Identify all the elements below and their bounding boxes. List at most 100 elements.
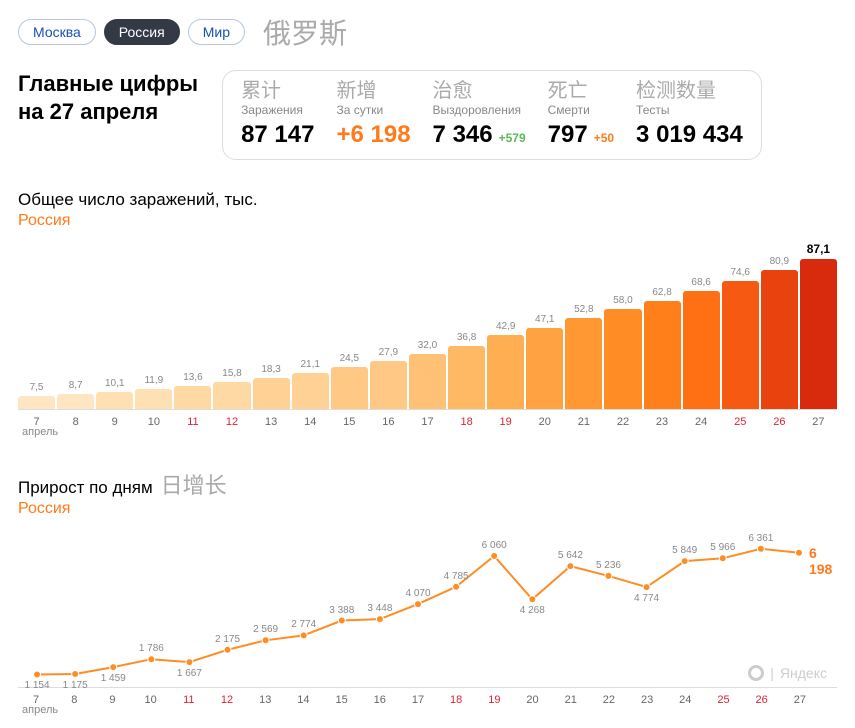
- line-point: [376, 616, 383, 623]
- bar-col: 58,0: [604, 240, 641, 409]
- x-tick: 27: [782, 694, 818, 706]
- x-tick: 24: [667, 694, 703, 706]
- bar-value-label: 32,0: [418, 340, 437, 351]
- bar-col: 10,1: [96, 240, 133, 409]
- line-point: [72, 670, 79, 677]
- line-point: [491, 553, 498, 560]
- headline: Главные цифры на 27 апреля: [18, 70, 198, 125]
- bar: [96, 392, 133, 409]
- x-tick: 12: [209, 694, 245, 706]
- bar: [370, 361, 407, 409]
- line-point-label: 5 849: [672, 545, 697, 556]
- bar-value-label: 58,0: [613, 295, 632, 306]
- line-chart-cjk: 日增长: [161, 468, 227, 500]
- x-tick: 24: [683, 416, 720, 428]
- stat-daily-label: За сутки: [336, 103, 410, 117]
- bar-col: 47,1: [526, 240, 563, 409]
- stat-tests-label: Тесты: [636, 103, 743, 117]
- bar-col: 52,8: [565, 240, 602, 409]
- bar-value-label: 47,1: [535, 314, 554, 325]
- line-point-label: 4 785: [444, 571, 469, 582]
- x-tick: 13: [247, 694, 283, 706]
- stat-deaths-value: 797: [548, 121, 588, 149]
- stat-deaths-delta: +50: [594, 131, 614, 145]
- stat-tests-cjk: 检测数量: [636, 81, 743, 101]
- x-tick: 12: [213, 416, 250, 428]
- bar: [487, 335, 524, 409]
- line-point-label: 2 175: [215, 634, 240, 645]
- stat-deaths-label: Смерти: [548, 103, 614, 117]
- bar-col: 21,1: [292, 240, 329, 409]
- stat-infected-cjk: 累计: [241, 81, 314, 101]
- x-tick: 9: [94, 694, 130, 706]
- bar: [174, 386, 211, 409]
- bar: [135, 389, 172, 409]
- x-tick: 10: [135, 416, 172, 428]
- line-point-label: 6 361: [748, 533, 773, 544]
- bar: [722, 281, 759, 409]
- bar-col: 87,1: [800, 240, 837, 409]
- x-tick: 19: [476, 694, 512, 706]
- bar-col: 42,9: [487, 240, 524, 409]
- x-tick: 14: [292, 416, 329, 428]
- x-tick: 26: [744, 694, 780, 706]
- x-tick: 20: [526, 416, 563, 428]
- stat-daily-value: +6 198: [336, 121, 410, 149]
- tab-russia[interactable]: Россия: [104, 19, 180, 45]
- bar-value-label: 27,9: [379, 347, 398, 358]
- line-point-label: 1 667: [177, 668, 202, 679]
- x-tick: 9: [96, 416, 133, 428]
- bar: [683, 291, 720, 409]
- tab-moscow[interactable]: Москва: [18, 19, 96, 45]
- x-tick: 26: [761, 416, 798, 428]
- line-point-label: 5 236: [596, 560, 621, 571]
- bar-col: 36,8: [448, 240, 485, 409]
- line-point-label: 5 642: [558, 550, 583, 561]
- x-tick: 17: [400, 694, 436, 706]
- line-point-label: 3 388: [329, 605, 354, 616]
- line-point: [338, 617, 345, 624]
- line-point: [186, 659, 193, 666]
- tab-world[interactable]: Мир: [188, 19, 245, 45]
- bar-value-label: 11,9: [144, 375, 163, 386]
- bar-chart: 7,58,710,111,913,615,818,321,124,527,932…: [18, 240, 837, 438]
- bar-col: 32,0: [409, 240, 446, 409]
- bar-value-label: 62,8: [652, 287, 671, 298]
- line-point-label: 6 060: [482, 540, 507, 551]
- line-point-label: 1 786: [139, 643, 164, 654]
- line-point: [643, 584, 650, 591]
- stat-recovered-label: Выздоровления: [433, 103, 526, 117]
- x-tick: 21: [565, 416, 602, 428]
- bar-value-label: 74,6: [731, 267, 750, 278]
- x-tick: 14: [285, 694, 321, 706]
- bar-col: 18,3: [253, 240, 290, 409]
- x-tick: 18: [448, 416, 485, 428]
- stat-daily: 新增 За сутки +6 198: [336, 81, 410, 149]
- bar: [18, 396, 55, 409]
- stat-recovered-delta: +579: [499, 131, 526, 145]
- bar-col: 11,9: [135, 240, 172, 409]
- line-point: [719, 555, 726, 562]
- x-tick: 27: [800, 416, 837, 428]
- bar: [644, 301, 681, 409]
- bar: [253, 378, 290, 410]
- x-tick: 15: [324, 694, 360, 706]
- bar-value-label: 13,6: [183, 372, 202, 383]
- headline-line2: на 27 апреля: [18, 98, 198, 126]
- bar-value-label: 10,1: [105, 378, 124, 389]
- stat-deaths: 死亡 Смерти 797 +50: [548, 81, 614, 149]
- bar: [409, 354, 446, 409]
- bar: [604, 309, 641, 409]
- x-tick: 11: [171, 694, 207, 706]
- x-tick: 22: [604, 416, 641, 428]
- stat-recovered-value: 7 346: [433, 121, 493, 149]
- line-chart-subtitle: Россия: [18, 500, 837, 518]
- bar-chart-title: Общее число заражений, тыс.: [18, 190, 837, 210]
- line-point: [529, 596, 536, 603]
- bar-value-label: 15,8: [222, 368, 241, 379]
- line-point: [262, 637, 269, 644]
- line-point-label: 4 070: [405, 588, 430, 599]
- bar-value-label: 18,3: [261, 364, 280, 375]
- bar: [448, 346, 485, 409]
- bar-value-label: 36,8: [457, 332, 476, 343]
